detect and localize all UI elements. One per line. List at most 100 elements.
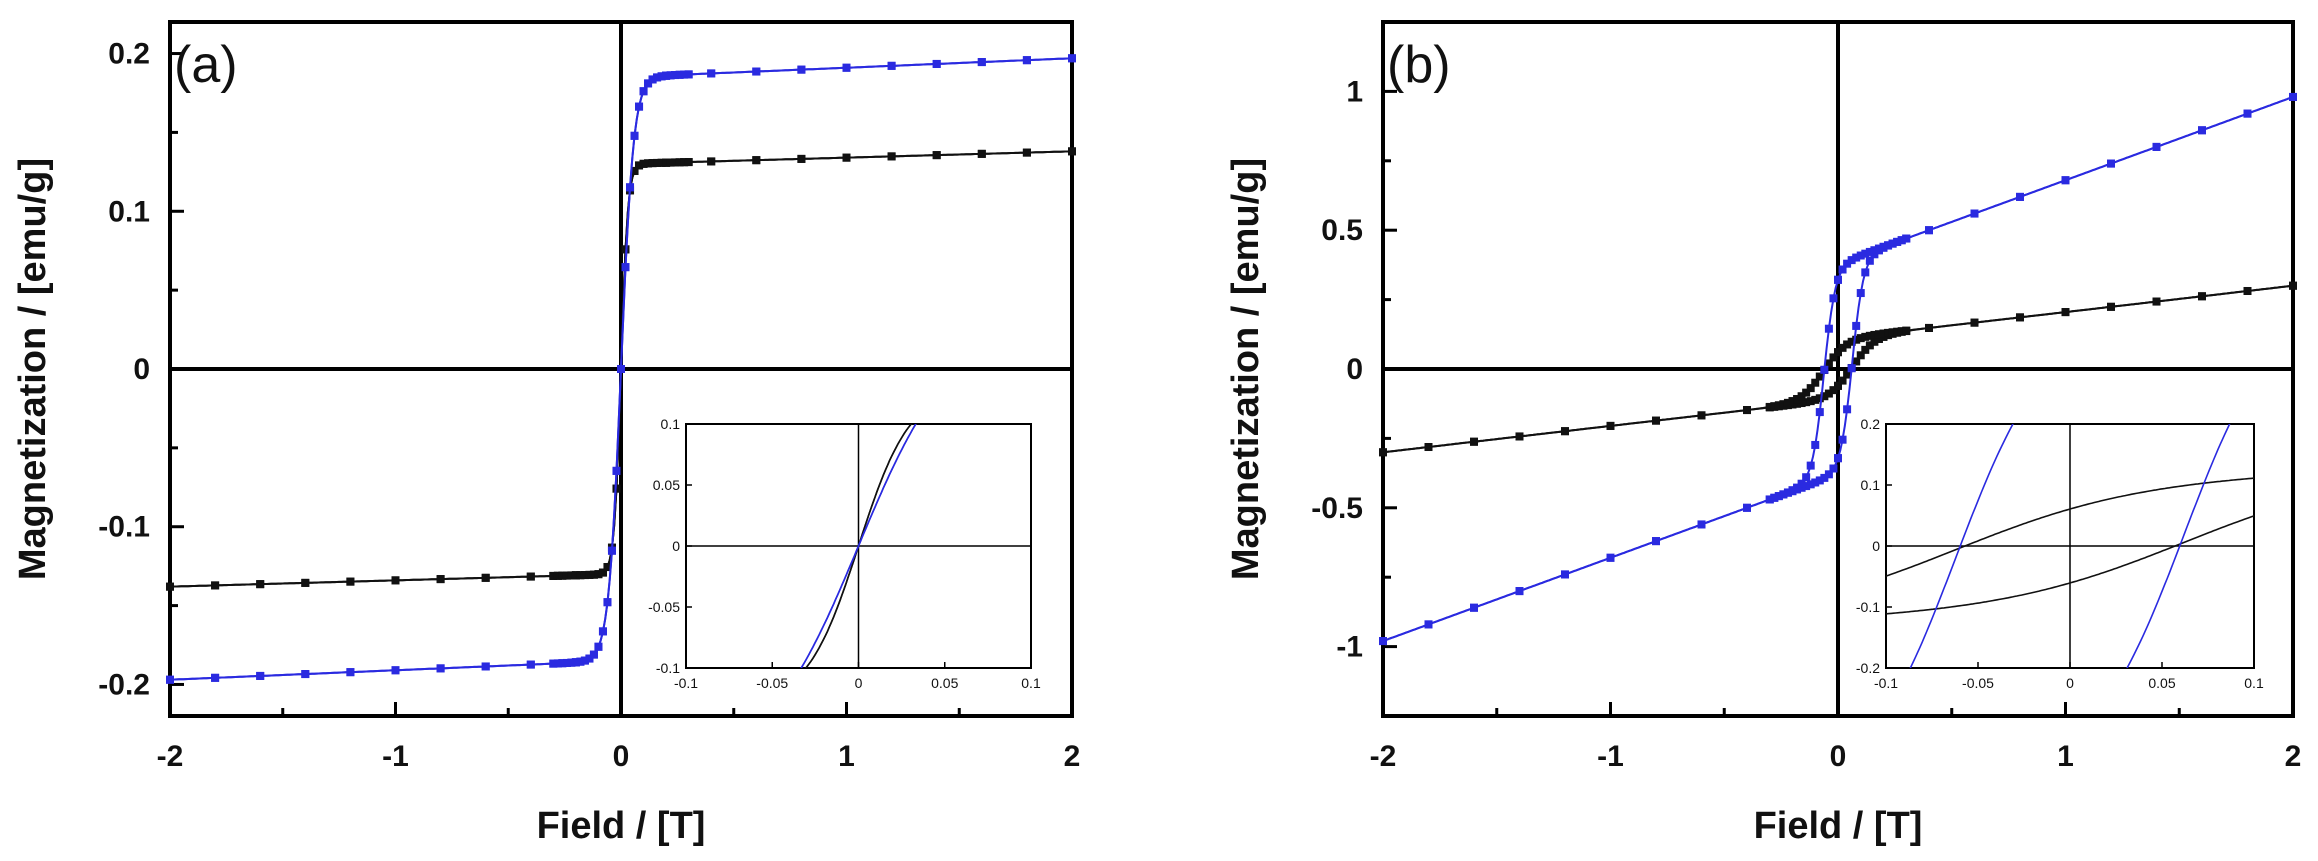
data-point xyxy=(684,70,693,79)
data-point xyxy=(603,563,612,572)
data-point xyxy=(1797,483,1806,492)
data-point xyxy=(598,627,607,636)
inset-x-tick-label: -0.05 xyxy=(756,675,788,691)
data-point xyxy=(2289,92,2297,101)
inset-x-tick-label: 0.05 xyxy=(2148,675,2175,691)
data-point xyxy=(1743,406,1751,415)
data-point xyxy=(1379,448,1387,457)
data-point xyxy=(1925,323,1933,332)
data-point xyxy=(1852,253,1861,262)
data-point xyxy=(562,658,571,667)
data-point xyxy=(1902,234,1911,243)
data-point xyxy=(617,365,625,373)
data-point xyxy=(842,63,851,72)
data-point xyxy=(1470,603,1478,612)
data-point xyxy=(1815,408,1824,417)
data-point xyxy=(648,75,657,84)
data-point xyxy=(639,159,648,168)
chart-panel-b: -2 -1 0 1 2 -1 -0.5 0 0.5 1 Field / [T] Magnetizati… xyxy=(1225,20,2301,847)
data-point xyxy=(526,660,535,669)
data-point xyxy=(2016,192,2024,201)
inset-series-line-blue xyxy=(2126,424,2231,668)
inset-x-tick-label: 0 xyxy=(855,675,863,691)
data-point xyxy=(1838,376,1847,385)
data-point xyxy=(1884,328,1893,337)
data-point xyxy=(1865,341,1874,350)
data-point xyxy=(1843,340,1852,349)
y-tick-label: 0.5 xyxy=(1321,214,1363,247)
series-blue xyxy=(1379,92,2297,646)
data-point xyxy=(1856,289,1865,298)
data-point xyxy=(1068,147,1076,156)
data-point xyxy=(626,183,635,192)
data-point xyxy=(1879,242,1888,251)
inset-curves xyxy=(800,424,917,668)
data-point xyxy=(1779,490,1788,499)
data-point xyxy=(436,664,445,673)
inset-y-tick-label: -0.05 xyxy=(648,599,680,615)
data-point xyxy=(391,576,400,585)
data-point xyxy=(576,657,585,666)
data-point xyxy=(2061,308,2070,317)
data-point xyxy=(1806,461,1815,470)
data-point xyxy=(1970,318,1979,327)
data-point xyxy=(301,670,310,679)
data-point xyxy=(346,577,355,586)
data-point xyxy=(1870,250,1879,259)
data-point xyxy=(1856,251,1865,260)
data-point xyxy=(301,578,310,587)
data-point xyxy=(1515,587,1524,596)
inset-x-tick-label: 0.1 xyxy=(2244,675,2264,691)
data-point xyxy=(562,571,571,580)
x-tick-label: 2 xyxy=(1064,740,1081,773)
data-point xyxy=(1793,483,1802,492)
x-tick-label: -1 xyxy=(1597,740,1624,773)
y-tick-label: 0 xyxy=(1346,353,1363,386)
data-point xyxy=(553,659,562,668)
data-point xyxy=(1379,637,1387,646)
data-point xyxy=(2152,297,2161,306)
data-point xyxy=(1852,321,1861,330)
data-point xyxy=(1820,473,1829,482)
data-point xyxy=(1925,226,1933,235)
data-point xyxy=(635,102,644,111)
data-point xyxy=(932,151,941,160)
data-point xyxy=(621,263,630,272)
data-point xyxy=(707,157,716,166)
data-point xyxy=(1829,386,1838,395)
data-point xyxy=(1022,56,1031,65)
data-point xyxy=(2152,142,2161,151)
data-point xyxy=(1838,265,1847,274)
data-point xyxy=(1815,476,1824,485)
x-tick-label: -2 xyxy=(157,740,184,773)
data-point xyxy=(1820,365,1829,374)
data-point xyxy=(653,73,662,82)
data-point xyxy=(1834,454,1842,463)
data-point xyxy=(1834,348,1842,357)
data-point xyxy=(436,575,445,584)
data-point xyxy=(526,572,535,581)
data-point xyxy=(1838,435,1847,444)
data-point xyxy=(603,598,612,607)
x-tick-label: 0 xyxy=(613,740,630,773)
data-point xyxy=(1861,268,1870,277)
data-point xyxy=(2243,109,2252,118)
data-point xyxy=(1834,381,1842,390)
inset-y-tick-label: 0 xyxy=(672,538,680,554)
inset-x-tick-label: -0.1 xyxy=(1874,675,1898,691)
data-point xyxy=(571,658,580,667)
data-point xyxy=(2289,281,2297,290)
x-tick-label: -2 xyxy=(1370,740,1397,773)
y-tick-label: -1 xyxy=(1336,631,1363,664)
data-point xyxy=(1888,239,1897,248)
data-point xyxy=(1697,520,1706,529)
series-blue xyxy=(166,54,1076,684)
data-point xyxy=(549,571,558,580)
data-point xyxy=(680,70,689,79)
data-point xyxy=(1774,492,1783,501)
y-tick-label: 1 xyxy=(1346,75,1363,108)
data-point xyxy=(594,642,603,651)
data-point xyxy=(1861,345,1870,354)
data-point xyxy=(558,571,567,580)
data-point xyxy=(675,70,684,79)
